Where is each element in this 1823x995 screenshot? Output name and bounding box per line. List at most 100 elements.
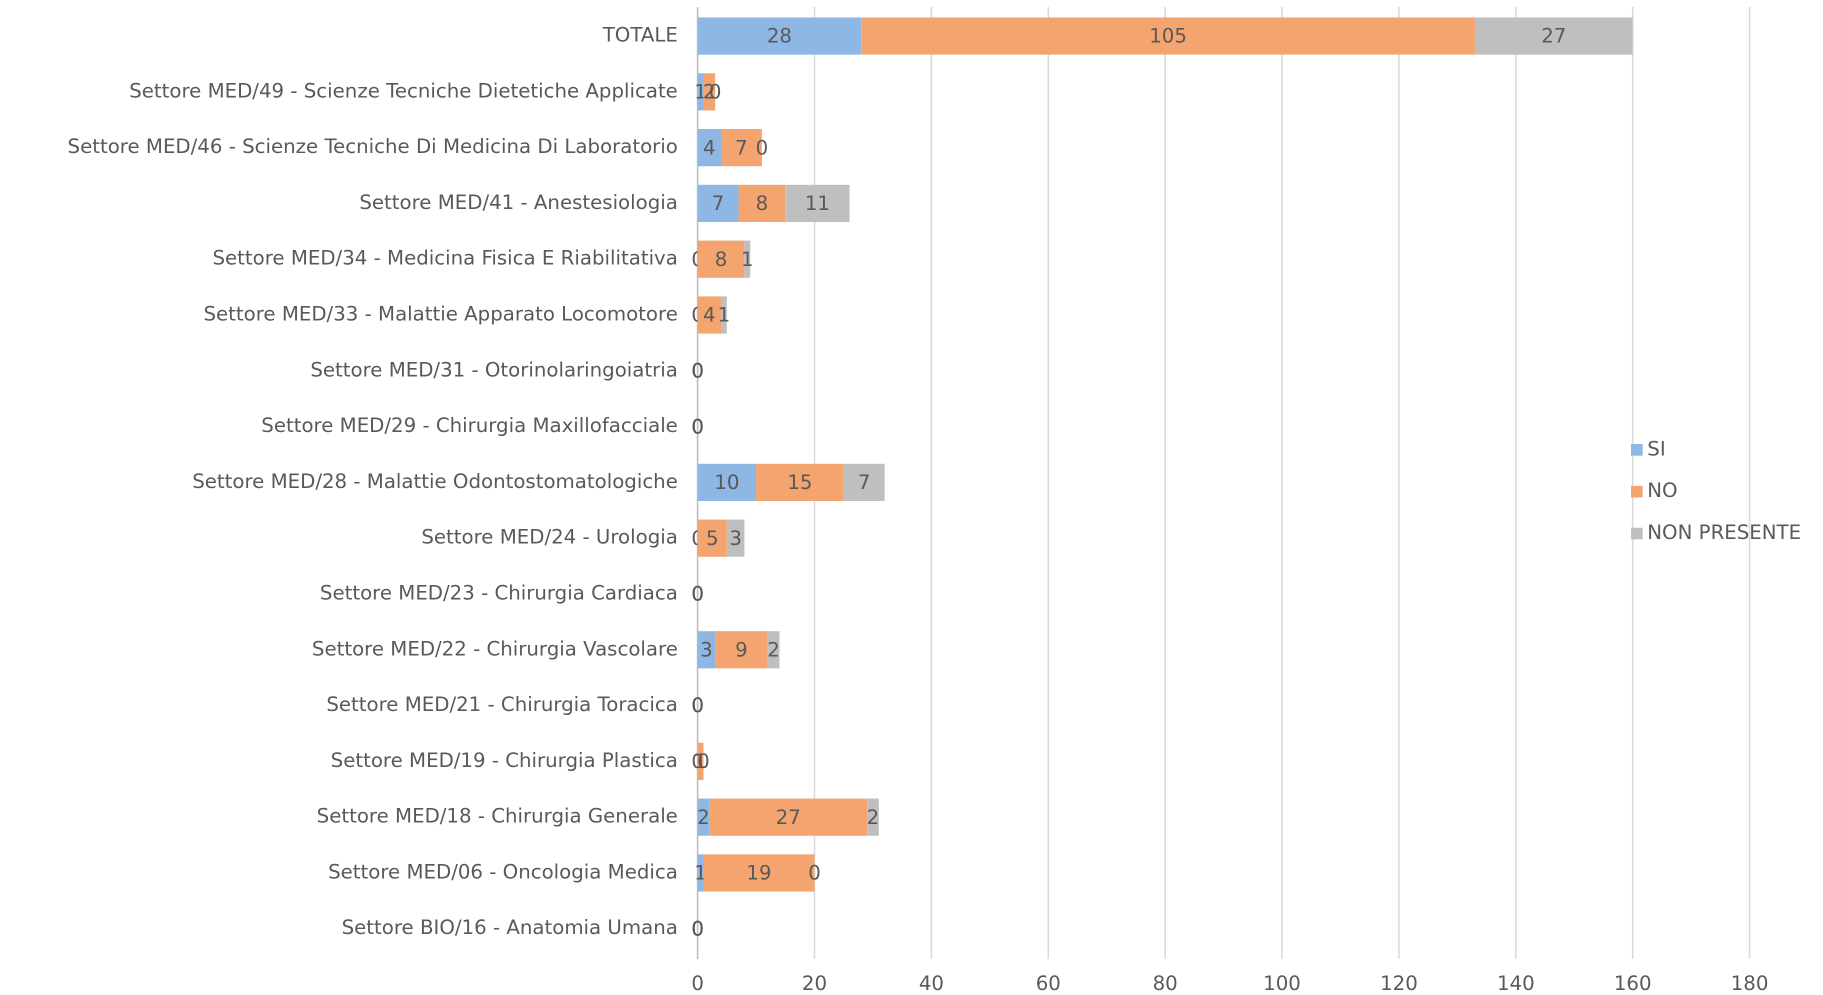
x-tick-label: 160 (1614, 972, 1652, 995)
bar-segment (767, 631, 780, 669)
data-label: 0 (697, 750, 710, 773)
data-label: 8 (715, 248, 728, 271)
data-label: 0 (691, 415, 704, 438)
x-tick-label: 40 (919, 972, 944, 995)
bar-segment (697, 184, 739, 223)
data-label: 4 (703, 304, 716, 327)
bar-segment (1474, 17, 1633, 55)
data-label: 10 (714, 471, 739, 494)
category-label: Settore MED/31 - Otorinolaringoiatria (310, 358, 678, 381)
data-label: 27 (1541, 25, 1566, 48)
bar-segment (697, 631, 716, 669)
legend-swatch (1631, 485, 1643, 498)
data-label: 0 (691, 917, 704, 940)
bar-segment (756, 463, 844, 501)
bar-segment (867, 798, 879, 836)
x-tick-label: 80 (1153, 972, 1178, 995)
data-label: 2 (767, 638, 780, 661)
bar-segment (861, 17, 1475, 55)
data-label: 15 (787, 471, 812, 494)
category-label: Settore MED/49 - Scienze Tecniche Dietet… (129, 79, 678, 102)
bar-segment (697, 73, 704, 111)
legend-swatch (1631, 527, 1643, 540)
data-label: 3 (729, 527, 742, 550)
x-tick-label: 180 (1731, 972, 1769, 995)
data-label: 0 (691, 917, 704, 940)
x-tick-label: 120 (1380, 972, 1418, 995)
data-label: 0 (691, 583, 704, 606)
bar-segment (697, 854, 704, 892)
bar-segment (720, 129, 762, 167)
bar-segment (697, 17, 862, 55)
data-label: 3 (700, 638, 713, 661)
data-label: 0 (691, 359, 704, 382)
data-label: 7 (712, 192, 725, 215)
bar-segment (703, 854, 815, 892)
data-label: 7 (735, 136, 748, 159)
x-tick-label: 20 (802, 972, 827, 995)
category-label: Settore MED/23 - Chirurgia Cardiaca (320, 581, 678, 604)
x-tick-label: 60 (1036, 972, 1061, 995)
data-label: 1 (694, 750, 707, 773)
data-label: 0 (691, 694, 704, 717)
bar-segment (720, 296, 727, 334)
data-label: 9 (735, 638, 748, 661)
data-label: 1 (718, 304, 731, 327)
data-label: 0 (709, 80, 722, 103)
data-label: 27 (776, 806, 801, 829)
data-label: 28 (767, 25, 792, 48)
legend-label: SI (1647, 437, 1665, 460)
data-label: 8 (756, 192, 769, 215)
bar-segment (697, 519, 727, 557)
bar-segment (738, 184, 786, 223)
legend-label: NON PRESENTE (1647, 521, 1801, 544)
category-label: Settore MED/24 - Urologia (421, 526, 677, 549)
category-label: Settore MED/46 - Scienze Tecniche Di Med… (68, 135, 678, 158)
data-label: 2 (703, 80, 716, 103)
category-label: Settore MED/22 - Chirurgia Vascolare (312, 637, 678, 660)
bar-segment (785, 184, 850, 223)
category-label: Settore MED/18 - Chirurgia Generale (317, 805, 678, 828)
legend-swatch (1631, 444, 1643, 456)
category-label: TOTALE (602, 24, 678, 47)
data-label: 0 (691, 694, 704, 717)
category-label: Settore MED/41 - Anestesiologia (359, 191, 677, 214)
data-label: 0 (691, 583, 704, 606)
category-label: Settore BIO/16 - Anatomia Umana (342, 916, 678, 939)
data-label: 2 (867, 806, 880, 829)
data-label: 0 (808, 862, 821, 885)
data-label: 7 (858, 471, 871, 494)
data-label: 0 (756, 136, 769, 159)
bar-segment (697, 296, 721, 334)
data-label: 0 (691, 415, 704, 438)
category-label: Settore MED/34 - Medicina Fisica E Riabi… (212, 247, 677, 270)
data-label: 0 (691, 415, 704, 438)
category-label: Settore MED/06 - Oncologia Medica (328, 860, 678, 883)
category-label: Settore MED/29 - Chirurgia Maxillofaccia… (261, 414, 678, 437)
data-label: 5 (706, 527, 719, 550)
category-label: Settore MED/21 - Chirurgia Toracica (326, 693, 677, 716)
x-tick-label: 0 (691, 972, 704, 995)
bar-segment (726, 519, 745, 557)
bar-segment (697, 742, 704, 780)
category-label: Settore MED/19 - Chirurgia Plastica (331, 749, 678, 772)
bar-segment (843, 463, 885, 501)
bar-segment (744, 240, 751, 278)
bar-segment (709, 798, 868, 836)
data-label: 0 (691, 694, 704, 717)
data-label: 4 (703, 136, 716, 159)
x-tick-label: 100 (1263, 972, 1301, 995)
bar-segment (697, 798, 710, 836)
category-label: Settore MED/28 - Malattie Odontostomatol… (192, 470, 678, 493)
data-label: 0 (691, 583, 704, 606)
data-label: 0 (691, 917, 704, 940)
data-label: 0 (691, 359, 704, 382)
bar-segment (697, 463, 757, 501)
data-label: 2 (697, 806, 710, 829)
bar-segment (703, 73, 716, 111)
bar-segment (715, 631, 768, 669)
data-label: 105 (1149, 25, 1187, 48)
bar-segment (697, 240, 745, 278)
data-label: 19 (746, 862, 771, 885)
